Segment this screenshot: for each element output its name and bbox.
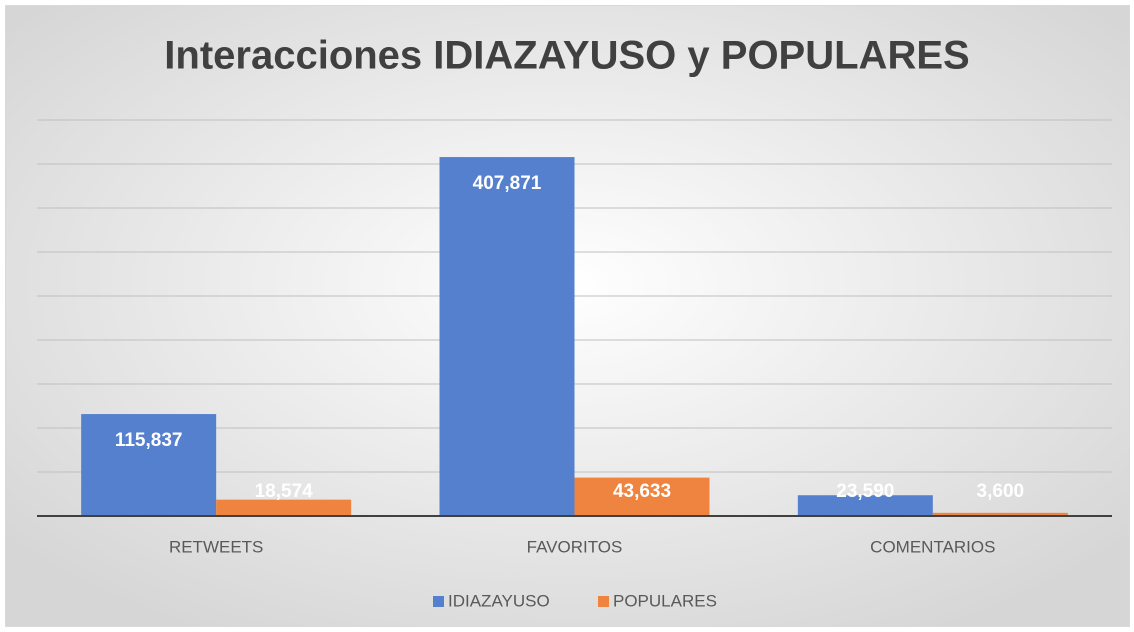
legend-swatch: [433, 596, 444, 607]
bar: [81, 414, 217, 516]
bar: [574, 477, 710, 516]
data-label: 115,837: [115, 430, 183, 451]
legend-label: POPULARES: [613, 591, 717, 610]
chart-title: Interacciones IDIAZAYUSO y POPULARES: [164, 34, 969, 78]
bar: [797, 495, 933, 516]
x-tick-label: FAVORITOS: [527, 537, 623, 556]
data-label: 43,633: [613, 481, 671, 502]
bar: [216, 499, 352, 516]
data-label: 407,871: [473, 173, 542, 194]
data-label: 18,574: [255, 481, 314, 502]
legend-swatch: [598, 596, 609, 607]
data-label: 23,590: [836, 481, 894, 502]
x-tick-label: COMENTARIOS: [870, 537, 995, 556]
x-tick-label: RETWEETS: [169, 537, 263, 556]
bar: [932, 512, 1068, 516]
bar: [439, 157, 575, 516]
data-label: 3,600: [977, 481, 1025, 502]
legend-label: IDIAZAYUSO: [448, 591, 550, 610]
